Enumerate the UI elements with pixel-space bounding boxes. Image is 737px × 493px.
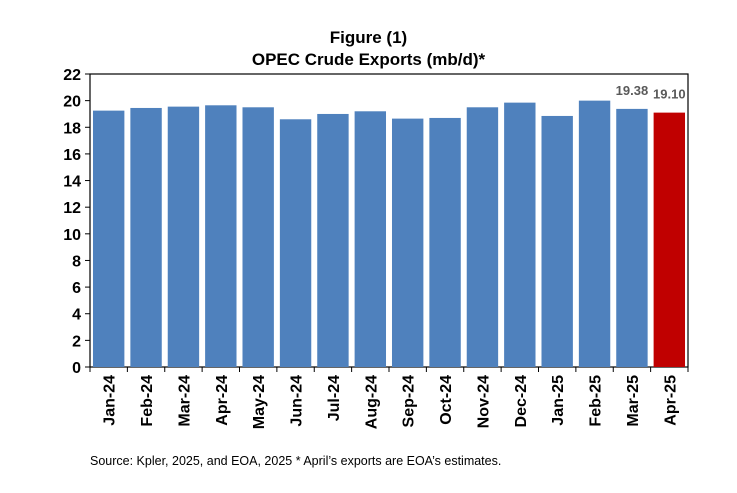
bar-mar-25 — [616, 108, 648, 367]
y-tick-label: 4 — [72, 307, 81, 324]
chart-title: OPEC Crude Exports (mb/d)* — [251, 50, 486, 69]
x-tick-label: May-24 — [251, 375, 268, 429]
x-tick-label: Mar-25 — [625, 375, 642, 427]
bar-apr-25 — [653, 112, 686, 367]
x-tick-label: Feb-25 — [588, 375, 605, 427]
x-tick-label: Nov-24 — [475, 375, 492, 428]
bar-dec-24 — [504, 102, 536, 367]
x-tick-label: Oct-24 — [438, 375, 455, 425]
bar-apr-24 — [205, 105, 237, 367]
x-tick-label: Jul-24 — [326, 375, 343, 421]
bar-may-24 — [242, 107, 274, 367]
y-tick-label: 16 — [63, 147, 81, 164]
x-tick-label: Jan-25 — [550, 375, 567, 426]
y-tick-label: 18 — [63, 120, 81, 137]
x-tick-label: Apr-24 — [214, 375, 231, 426]
bar-feb-24 — [130, 107, 162, 367]
bar-aug-24 — [354, 111, 387, 367]
y-tick-label: 0 — [72, 360, 81, 377]
x-tick-label: Aug-24 — [363, 375, 380, 429]
bar-feb-25 — [578, 100, 611, 368]
bar-jan-25 — [541, 115, 573, 367]
y-tick-label: 20 — [63, 94, 81, 111]
y-tick-label: 12 — [63, 200, 81, 217]
y-tick-label: 22 — [63, 67, 81, 84]
bar-mar-24 — [167, 106, 200, 367]
y-tick-label: 10 — [63, 227, 81, 244]
bar-jan-24 — [92, 110, 125, 367]
x-tick-label: Jun-24 — [289, 375, 306, 427]
data-label: 19.38 — [616, 83, 649, 98]
bar-jul-24 — [317, 113, 349, 367]
x-tick-label: Jan-24 — [102, 375, 119, 426]
x-tick-label: Apr-25 — [662, 375, 679, 426]
bar-jun-24 — [279, 119, 312, 367]
x-tick-label: Feb-24 — [139, 375, 156, 427]
x-tick-label: Dec-24 — [513, 375, 530, 428]
y-tick-label: 14 — [63, 174, 81, 191]
y-tick-label: 6 — [72, 280, 81, 297]
x-tick-label: Sep-24 — [401, 375, 418, 428]
figure-label: Figure (1) — [329, 28, 408, 47]
x-tick-label: Mar-24 — [176, 375, 193, 427]
data-label: 19.10 — [653, 87, 686, 102]
source-note: Source: Kpler, 2025, and EOA, 2025 * Apr… — [90, 454, 502, 468]
bar-nov-24 — [466, 107, 499, 367]
y-tick-label: 2 — [72, 333, 81, 350]
y-tick-label: 8 — [72, 253, 81, 270]
bar-oct-24 — [429, 117, 461, 367]
bar-sep-24 — [391, 118, 424, 367]
